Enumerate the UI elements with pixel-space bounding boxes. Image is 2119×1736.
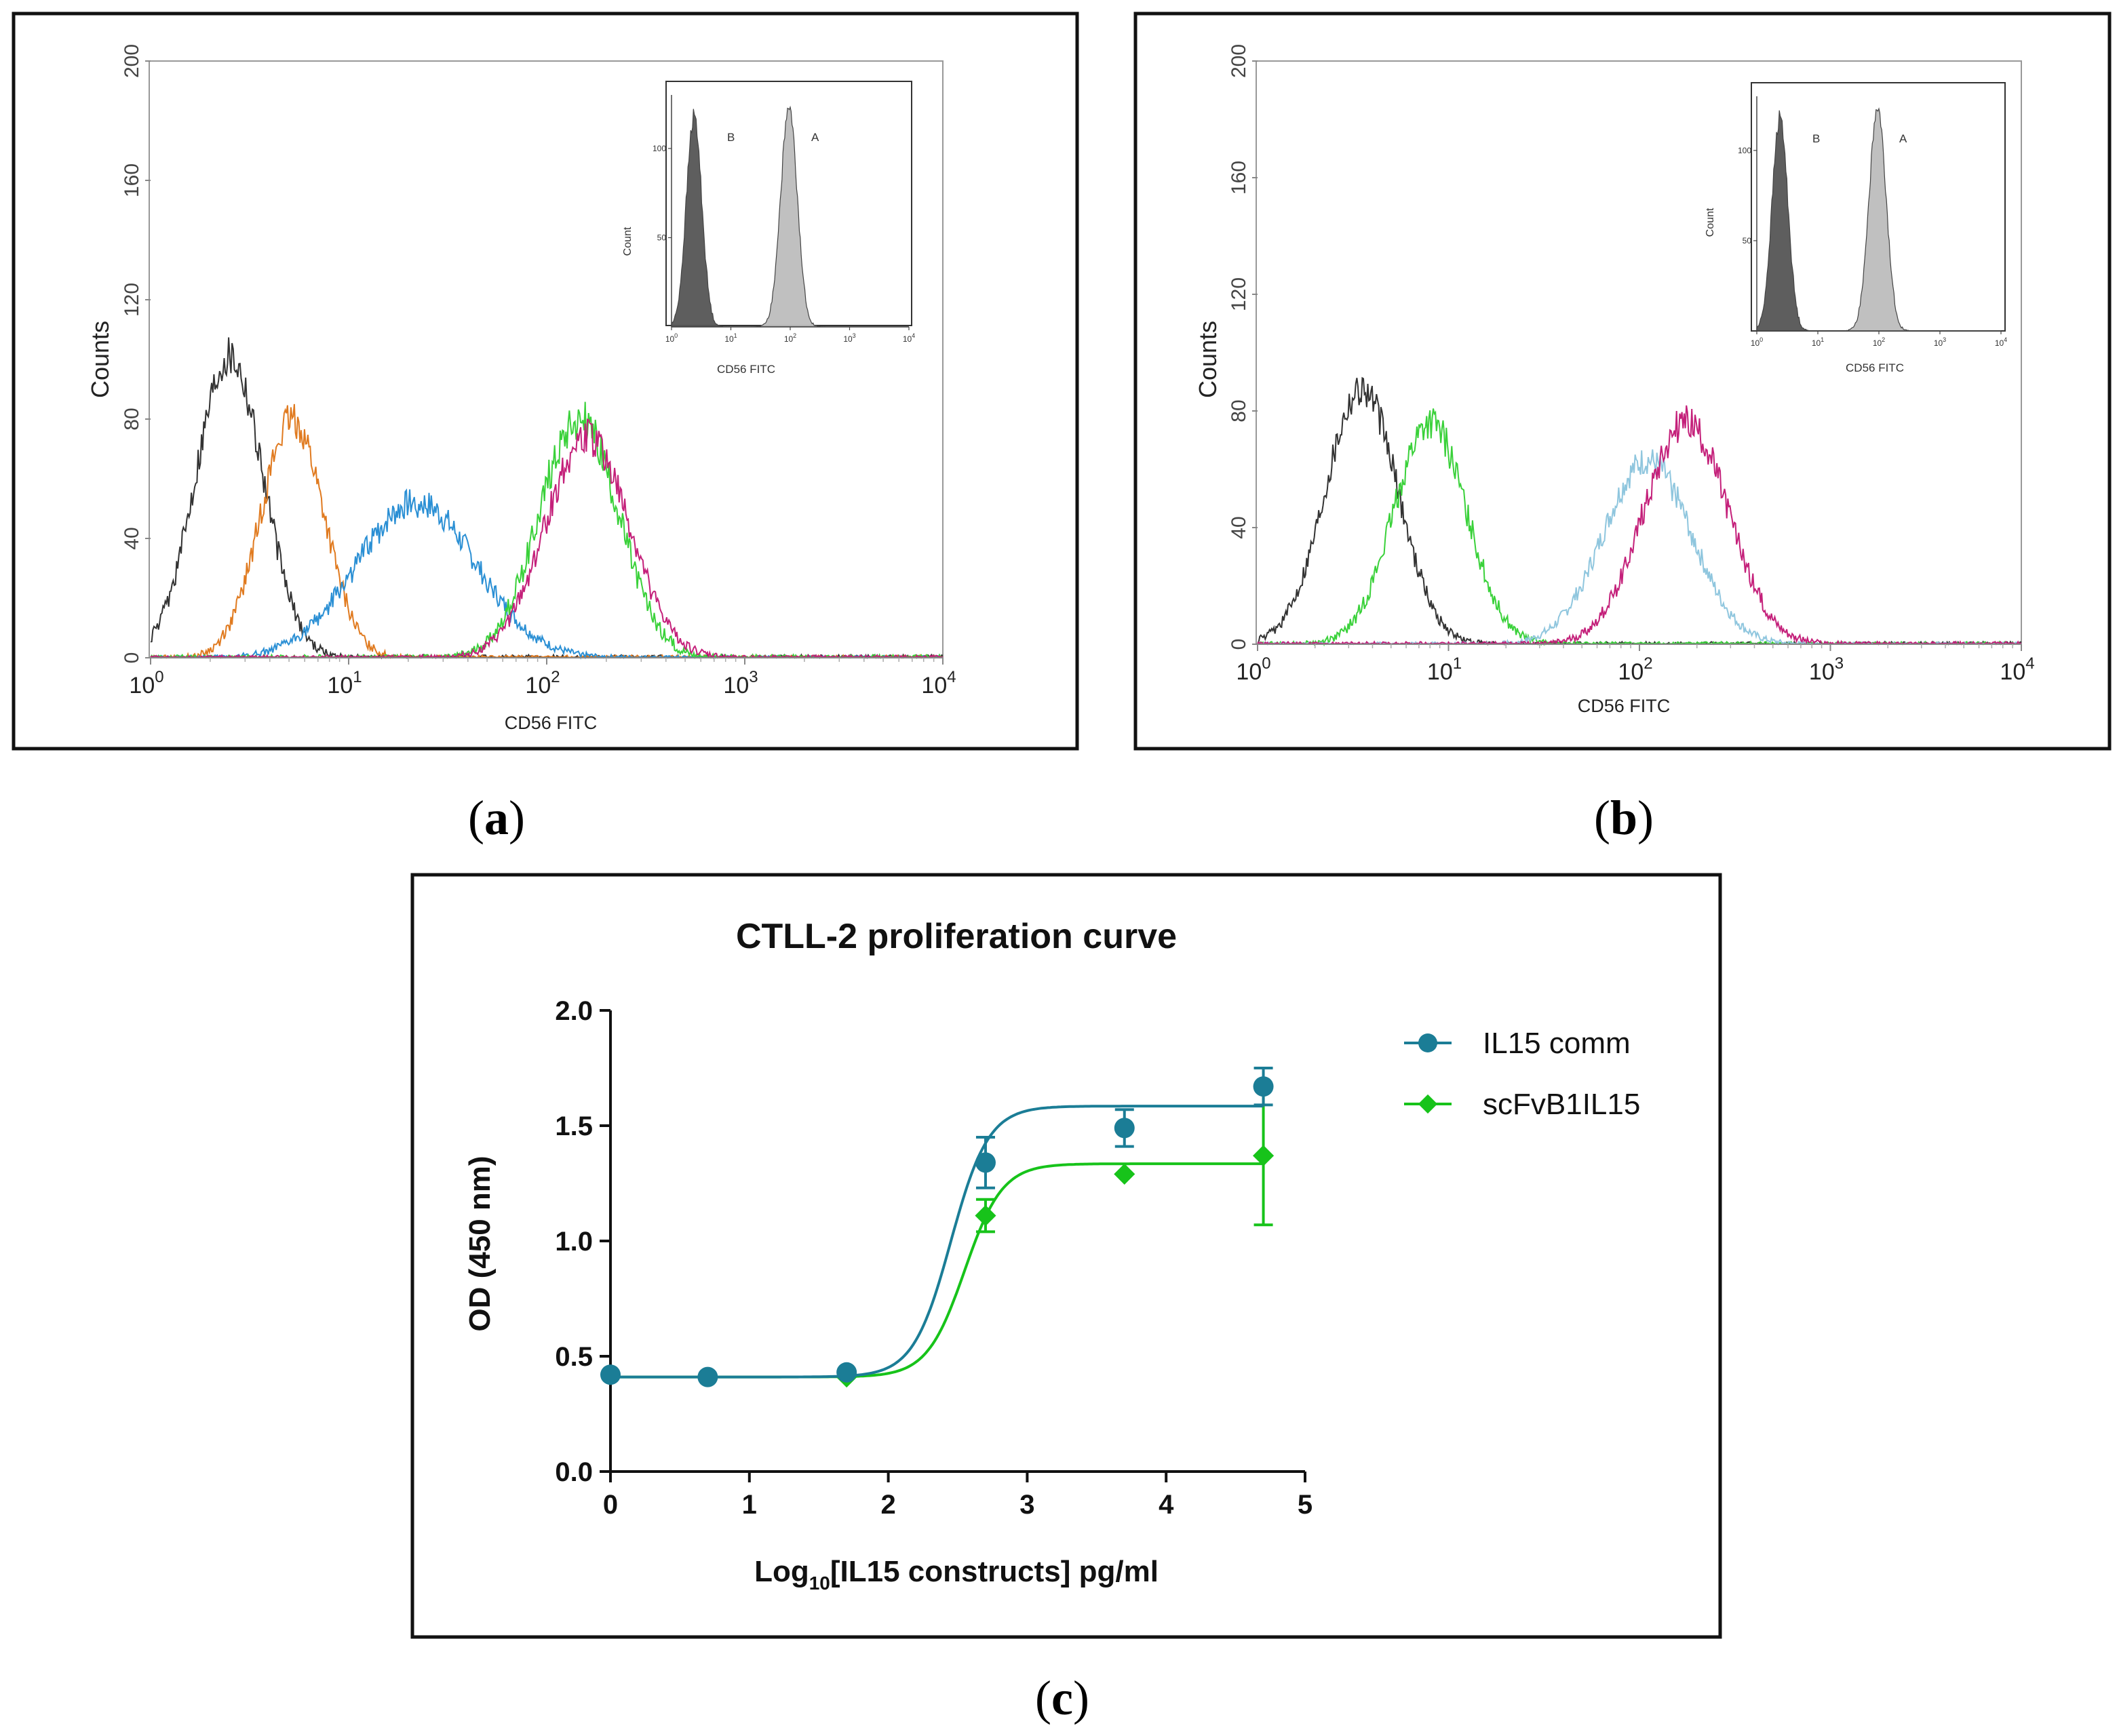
panel-c-x-tick-label: 3	[1019, 1490, 1034, 1520]
panel-a-inset-x-tick-label: 102	[784, 332, 796, 344]
legend-label-il15-comm: IL15 comm	[1483, 1027, 1631, 1060]
panel-b-inset-x-tick-label: 101	[1812, 336, 1824, 348]
panel-c-label: (c)	[1035, 1671, 1089, 1725]
panel-c-title: CTLL-2 proliferation curve	[736, 917, 1177, 956]
panel-a-frame	[12, 12, 1079, 751]
legend-marker-scfvb1il15	[1418, 1094, 1438, 1114]
panel-c-y-axis-label: OD (450 nm)	[463, 1156, 497, 1331]
panel-b-axes: 100 101 102 103 104 0 40 80 120 160 200	[1228, 44, 2035, 685]
panel-b-inset-x-tick-label: 104	[1995, 336, 2007, 348]
panel-a: 100 101 102 103 104 0 40 80 120 160 200 Counts CD5…	[12, 12, 1079, 845]
panel-a-y-tick-label: 160	[121, 163, 143, 197]
panel-c-y-tick-label: 1.0	[555, 1227, 593, 1257]
data-point-il15-comm	[600, 1364, 621, 1385]
fit-curve-il15-comm	[610, 1105, 1264, 1379]
panel-a-y-tick-label: 80	[121, 408, 143, 430]
panel-b-y-tick-label: 0	[1228, 639, 1250, 650]
panel-a-inset-label-a: A	[811, 131, 819, 144]
panel-a-inset-label-b: B	[727, 131, 735, 144]
panel-b-y-axis-label: Counts	[1194, 321, 1222, 398]
legend-label-scfvb1il15: scFvB1IL15	[1483, 1088, 1640, 1121]
panel-a-inset-x-tick-label: 101	[724, 332, 737, 344]
panel-a-y-tick-label: 200	[121, 44, 143, 78]
data-point-scfvb1il15	[1253, 1145, 1275, 1166]
panel-a-x-tick-label: 103	[723, 668, 758, 698]
panel-a-inset-y-label: Count	[622, 226, 634, 256]
panel-b-inset-label-b: B	[1812, 132, 1820, 145]
legend-item-il15-comm: IL15 comm	[1404, 1027, 1631, 1060]
panel-c-x-tick-label: 5	[1298, 1490, 1313, 1520]
data-point-il15-comm	[1114, 1118, 1135, 1139]
panel-a-y-tick-label: 120	[121, 283, 143, 317]
panel-b-inset-x-tick-label: 100	[1751, 336, 1763, 348]
panel-b-inset-y-tick-label: 50	[1743, 236, 1752, 245]
panel-c-frame	[410, 873, 1722, 1639]
panel-b-inset-x-tick-label: 102	[1873, 336, 1885, 348]
panel-c-axes: 0.0 0.5 1.0 1.5 2.0 0 1 2 3 4 5	[555, 996, 1313, 1520]
panel-a-y-tick-label: 40	[121, 527, 143, 549]
panel-c-plot	[600, 1067, 1275, 1388]
legend-marker-il15-comm	[1418, 1033, 1437, 1052]
panel-c-legend: IL15 comm scFvB1IL15	[1404, 1027, 1640, 1121]
panel-b-inset-y-tick-label: 100	[1738, 146, 1751, 155]
panel-a-inset-x-label: CD56 FITC	[717, 363, 775, 376]
panel-c-x-tick-label: 2	[880, 1490, 895, 1520]
panel-a-inset-axes: 100 101 102 103 104 50 100	[653, 95, 915, 344]
panel-c: CTLL-2 proliferation curve 0.0 0.5 1.0 1.5 2…	[410, 873, 1722, 1725]
panel-c-y-tick-label: 2.0	[555, 996, 593, 1026]
panel-a-x-tick-label: 102	[525, 668, 560, 698]
panel-a-inset: 100 101 102 103 104 50 100 B A Count CD56 FITC	[622, 81, 915, 376]
panel-c-y-tick-label: 1.5	[555, 1111, 593, 1141]
legend-item-scfvb1il15: scFvB1IL15	[1404, 1088, 1640, 1121]
data-point-il15-comm	[975, 1152, 996, 1173]
panel-b-inset-axes: 100 101 102 103 104 50 100	[1738, 96, 2007, 348]
panel-a-x-tick-label: 101	[327, 668, 362, 698]
data-point-scfvb1il15	[1114, 1163, 1135, 1185]
panel-b-inset-x-label: CD56 FITC	[1846, 361, 1904, 374]
panel-b-y-tick-label: 200	[1228, 44, 1250, 78]
panel-c-y-tick-label: 0.5	[555, 1342, 593, 1372]
panel-b-x-tick-label: 102	[1618, 654, 1652, 685]
panel-a-y-tick-label: 0	[121, 652, 143, 664]
panel-a-label: (a)	[468, 791, 525, 845]
data-point-il15-comm	[1253, 1076, 1274, 1097]
data-point-il15-comm	[836, 1362, 857, 1383]
panel-b-x-tick-label: 103	[1809, 654, 1844, 685]
panel-b-label: (b)	[1594, 791, 1654, 845]
panel-b-y-tick-label: 40	[1228, 516, 1250, 538]
panel-a-y-axis-label: Counts	[86, 321, 114, 398]
panel-b-x-tick-label: 100	[1236, 654, 1270, 685]
panel-c-x-tick-label: 0	[603, 1490, 618, 1520]
panel-b: 100 101 102 103 104 0 40 80 120 160 200 Counts CD5…	[1133, 12, 2112, 845]
panel-a-x-tick-label: 100	[129, 668, 163, 698]
panel-a-axes: 100 101 102 103 104 0 40 80 120 160 200	[121, 44, 956, 698]
data-point-scfvb1il15	[975, 1205, 996, 1227]
panel-b-y-tick-label: 80	[1228, 399, 1250, 422]
panel-b-inset-y-label: Count	[1705, 208, 1716, 237]
panel-a-inset-y-tick-label: 100	[653, 144, 666, 153]
panel-a-x-axis-label: CD56 FITC	[505, 713, 598, 733]
panel-b-x-tick-label: 104	[2000, 654, 2034, 685]
panel-b-inset-label-a: A	[1899, 132, 1907, 145]
panel-b-y-tick-label: 160	[1228, 161, 1250, 195]
panel-a-x-tick-label: 104	[921, 668, 956, 698]
panel-a-inset-x-tick-label: 104	[903, 332, 915, 344]
panel-b-x-tick-label: 101	[1427, 654, 1462, 685]
panel-b-y-tick-label: 120	[1228, 277, 1250, 311]
panel-c-x-tick-label: 1	[742, 1490, 757, 1520]
panel-a-inset-x-tick-label: 100	[665, 332, 678, 344]
panel-c-x-tick-label: 4	[1159, 1490, 1174, 1520]
panel-b-inset: 100 101 102 103 104 50 100 B A Count CD56 FITC	[1705, 82, 2007, 374]
panel-a-inset-y-tick-label: 50	[657, 233, 667, 242]
panel-a-inset-x-tick-label: 103	[843, 332, 855, 344]
panel-b-x-axis-label: CD56 FITC	[1578, 696, 1671, 716]
panel-c-y-tick-label: 0.0	[555, 1457, 593, 1487]
data-point-il15-comm	[697, 1366, 718, 1387]
panel-c-x-axis-label: Log10[IL15 constructs] pg/ml	[754, 1555, 1159, 1594]
panel-b-inset-x-tick-label: 103	[1934, 336, 1946, 348]
